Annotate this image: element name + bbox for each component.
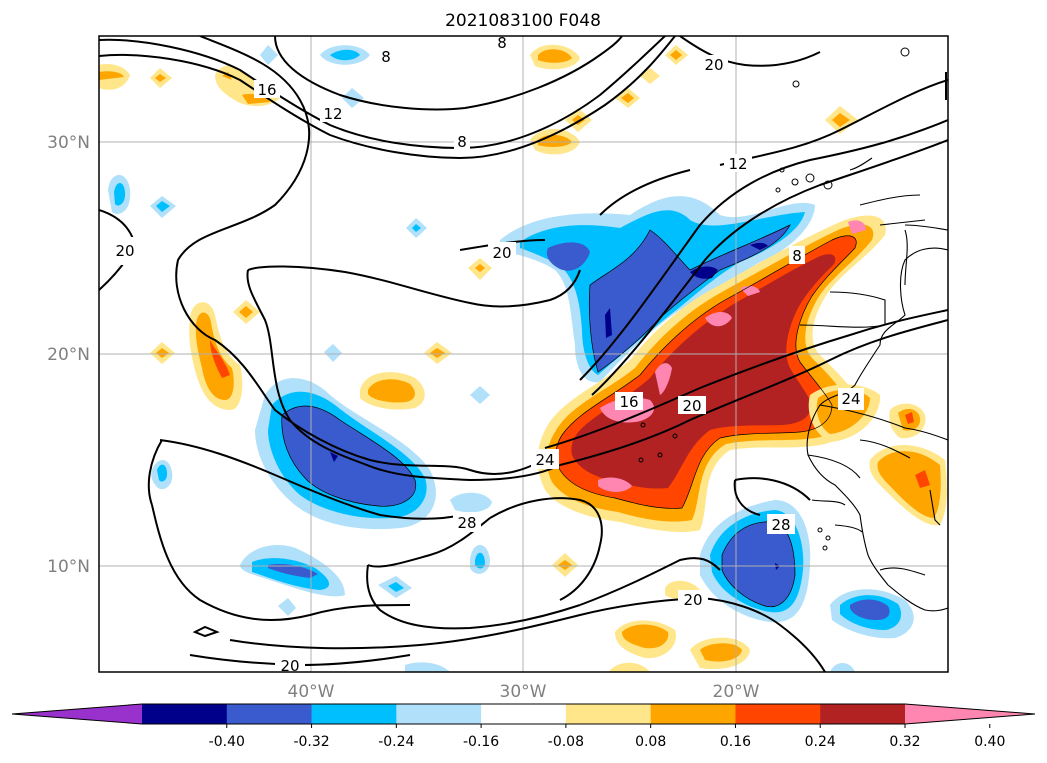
contour-label: 20: [492, 244, 511, 262]
colorbar-tick-label: -0.32: [293, 734, 329, 750]
lat-label-20n: 20°N: [47, 345, 90, 365]
colorbar-segment: [650, 704, 736, 724]
contour-label: 20: [682, 397, 701, 415]
colorbar-segment: [481, 704, 567, 724]
contour-label: 8: [457, 133, 467, 151]
contour-label: 24: [841, 390, 860, 408]
anomaly-outlines: [281, 224, 857, 608]
figure-title: 2021083100 F048: [445, 11, 601, 31]
contour-label: 20: [115, 242, 134, 260]
contour-label: 20: [704, 56, 723, 74]
lon-label-20w: 20°W: [713, 682, 760, 702]
lon-label-40w: 40°W: [288, 682, 335, 702]
positive-anomaly-fills: [99, 44, 947, 672]
colorbar-segment: [226, 704, 313, 724]
colorbar: -0.40 -0.32 -0.24 -0.16 -0.08 0.08 0.16 0.24 0.3…: [11, 703, 1036, 750]
contour-label: 16: [257, 81, 276, 99]
colorbar-tick-label: -0.08: [548, 734, 584, 750]
colorbar-segment: [142, 704, 228, 724]
contour-label: 20: [683, 591, 702, 609]
colorbar-tick-label: -0.40: [209, 734, 245, 750]
colorbar-segment: [735, 704, 821, 724]
lat-label-30n: 30°N: [47, 133, 90, 153]
lat-label-10n: 10°N: [47, 557, 90, 577]
colorbar-tick-label: 0.08: [635, 734, 666, 750]
colorbar-tick-label: 0.16: [720, 734, 751, 750]
contour-label: 12: [728, 155, 747, 173]
coastlines: [799, 157, 948, 612]
contour-label: 20: [280, 657, 299, 675]
contour-label: 28: [771, 516, 790, 534]
map-frame: [98, 35, 949, 673]
graticule: [99, 36, 948, 672]
contour-label: 8: [792, 247, 802, 265]
colorbar-segment: [311, 704, 397, 724]
colorbar-extend-low: [12, 704, 142, 724]
colorbar-outline: [11, 703, 1036, 725]
contour-label: 12: [323, 105, 342, 123]
colorbar-segment: [820, 704, 906, 724]
colorbar-tick-label: 0.32: [889, 734, 920, 750]
contour-label: 8: [381, 48, 391, 66]
map-plot-area: 8 8 16 12 8 20 12 20 20 8 16 20 24: [99, 34, 948, 675]
colorbar-tick-label: -0.16: [463, 734, 499, 750]
lon-label-30w: 30°W: [500, 682, 547, 702]
colorbar-tick-label: -0.24: [378, 734, 414, 750]
colorbar-tick-label: 0.24: [805, 734, 836, 750]
contour-label: 28: [457, 514, 476, 532]
contour-label: 24: [535, 451, 554, 469]
colorbar-segment: [565, 704, 652, 724]
contour-label: 16: [619, 393, 638, 411]
contour-labels: 8 8 16 12 8 20 12 20 20 8 16 20 24: [114, 34, 864, 675]
colorbar-segment: [396, 704, 482, 724]
contour-label: 8: [497, 34, 507, 52]
colorbar-extend-high: [905, 704, 1035, 724]
colorbar-tick-label: 0.40: [974, 734, 1005, 750]
